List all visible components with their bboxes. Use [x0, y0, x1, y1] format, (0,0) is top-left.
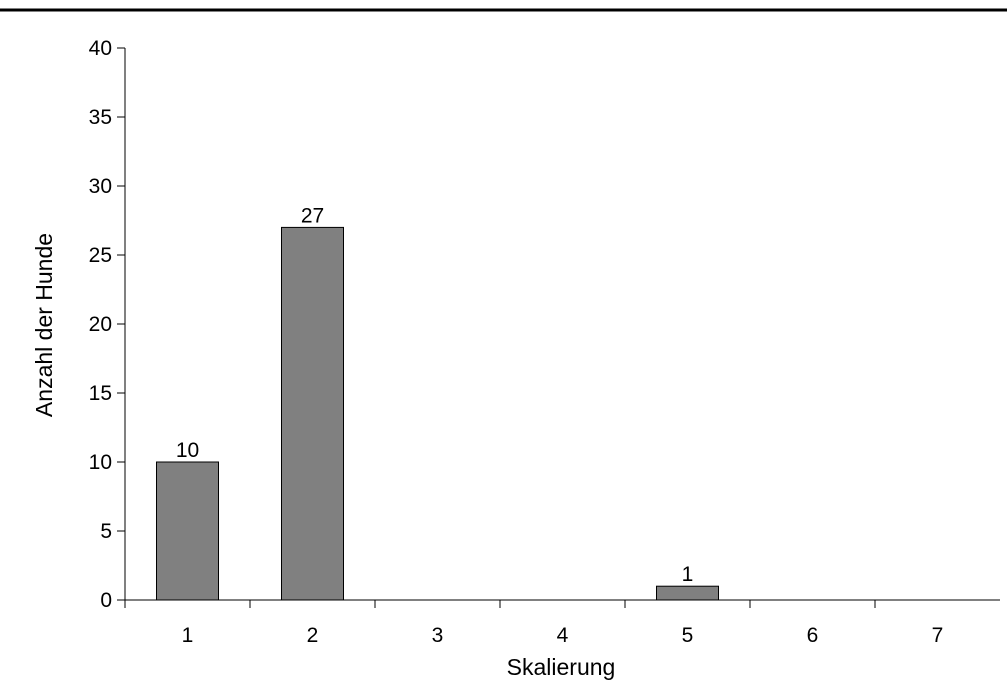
bars: 10 27 1	[156, 204, 719, 601]
x-tick-label: 6	[807, 624, 819, 647]
bar	[281, 226, 344, 601]
bar	[156, 461, 219, 601]
y-axis: 0 5 10 15 20 25 30 35 40	[89, 37, 126, 612]
y-tick-label: 10	[89, 451, 112, 474]
x-tick-label: 3	[432, 624, 444, 647]
x-tick-label: 2	[307, 624, 319, 647]
bar	[656, 585, 719, 601]
y-tick-label: 5	[100, 520, 112, 543]
x-tick-label: 1	[182, 624, 194, 647]
data-label: 10	[176, 439, 199, 462]
x-axis: 1 2 3 4 5 6 7	[124, 599, 1000, 647]
y-tick-label: 30	[89, 175, 112, 198]
x-tick-label: 7	[932, 624, 944, 647]
data-label: 27	[301, 204, 324, 227]
x-tick-label: 5	[682, 624, 694, 647]
y-tick-label: 35	[89, 106, 112, 129]
data-label: 1	[682, 563, 694, 586]
y-tick-label: 25	[89, 244, 112, 267]
y-tick-label: 15	[89, 382, 112, 405]
y-tick-label: 0	[100, 589, 112, 612]
y-tick-label: 40	[89, 37, 112, 60]
x-tick-label: 4	[557, 624, 569, 647]
x-axis-title: Skalierung	[507, 654, 616, 680]
y-tick-label: 20	[89, 313, 112, 336]
y-axis-title: Anzahl der Hunde	[31, 233, 57, 417]
